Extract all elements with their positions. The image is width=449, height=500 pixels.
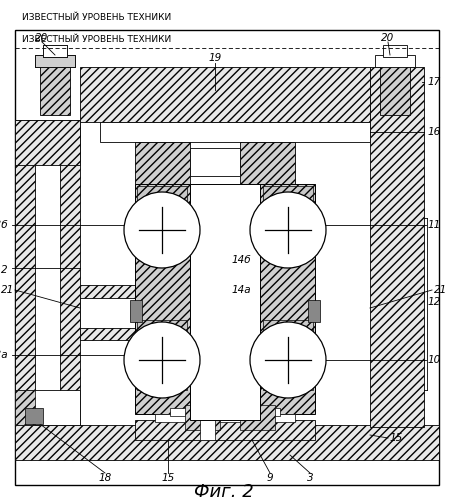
Bar	[15, 425, 439, 460]
Text: 17: 17	[428, 77, 441, 87]
Bar	[80, 298, 135, 328]
Text: 13б: 13б	[0, 220, 8, 230]
Text: Фиг. 2: Фиг. 2	[194, 483, 254, 500]
Bar	[380, 60, 410, 115]
Bar	[35, 145, 60, 405]
Bar	[375, 55, 415, 67]
Circle shape	[250, 192, 326, 268]
Bar	[383, 45, 407, 57]
Bar	[260, 184, 315, 414]
Text: 12: 12	[428, 297, 441, 307]
Bar	[185, 405, 220, 430]
Text: 14а: 14а	[232, 285, 251, 295]
Bar	[15, 390, 80, 425]
Bar	[190, 148, 240, 176]
Text: 19: 19	[208, 53, 222, 63]
Bar	[25, 408, 43, 424]
Text: 15: 15	[161, 473, 175, 483]
Bar	[370, 67, 424, 427]
Bar	[35, 55, 75, 67]
Text: ИЗВЕСТНЫЙ УРОВЕНЬ ТЕХНИКИ: ИЗВЕСТНЫЙ УРОВЕНЬ ТЕХНИКИ	[22, 14, 171, 22]
Bar	[43, 45, 67, 57]
Text: 11: 11	[428, 220, 441, 230]
Text: 15: 15	[390, 433, 403, 443]
Bar	[308, 300, 320, 322]
Text: 21: 21	[434, 285, 447, 295]
Text: 20: 20	[381, 33, 395, 43]
Bar	[240, 142, 295, 184]
Bar	[137, 186, 187, 256]
Text: 10: 10	[428, 355, 441, 365]
Circle shape	[124, 322, 200, 398]
Bar	[263, 186, 313, 256]
Bar	[15, 390, 35, 425]
Bar	[15, 120, 80, 425]
Bar	[35, 55, 75, 67]
Bar	[170, 408, 280, 416]
Bar	[155, 414, 295, 422]
Bar	[40, 60, 70, 115]
Text: 20: 20	[35, 33, 48, 43]
Text: 9: 9	[267, 473, 273, 483]
Circle shape	[250, 322, 326, 398]
Bar	[135, 184, 190, 414]
Bar	[15, 120, 80, 165]
Text: 13а: 13а	[0, 350, 8, 360]
Text: 18: 18	[98, 473, 112, 483]
Bar	[135, 142, 190, 184]
Text: 14б: 14б	[232, 255, 251, 265]
Text: 3: 3	[307, 473, 313, 483]
Bar	[200, 405, 215, 440]
Text: 2: 2	[1, 265, 8, 275]
Bar	[135, 420, 315, 440]
Text: ИЗВЕСТНЫЙ УРОВЕНЬ ТЕХНИКИ: ИЗВЕСТНЫЙ УРОВЕНЬ ТЕХНИКИ	[22, 36, 171, 44]
Bar	[263, 320, 313, 390]
Bar	[137, 320, 187, 390]
Circle shape	[124, 192, 200, 268]
Text: 16: 16	[428, 127, 441, 137]
Bar	[100, 122, 370, 142]
Bar	[43, 45, 67, 57]
Bar	[240, 405, 275, 430]
Bar	[190, 184, 260, 420]
Bar	[80, 67, 370, 122]
Bar	[80, 285, 135, 340]
Bar	[130, 300, 142, 322]
Text: 21: 21	[1, 285, 15, 295]
